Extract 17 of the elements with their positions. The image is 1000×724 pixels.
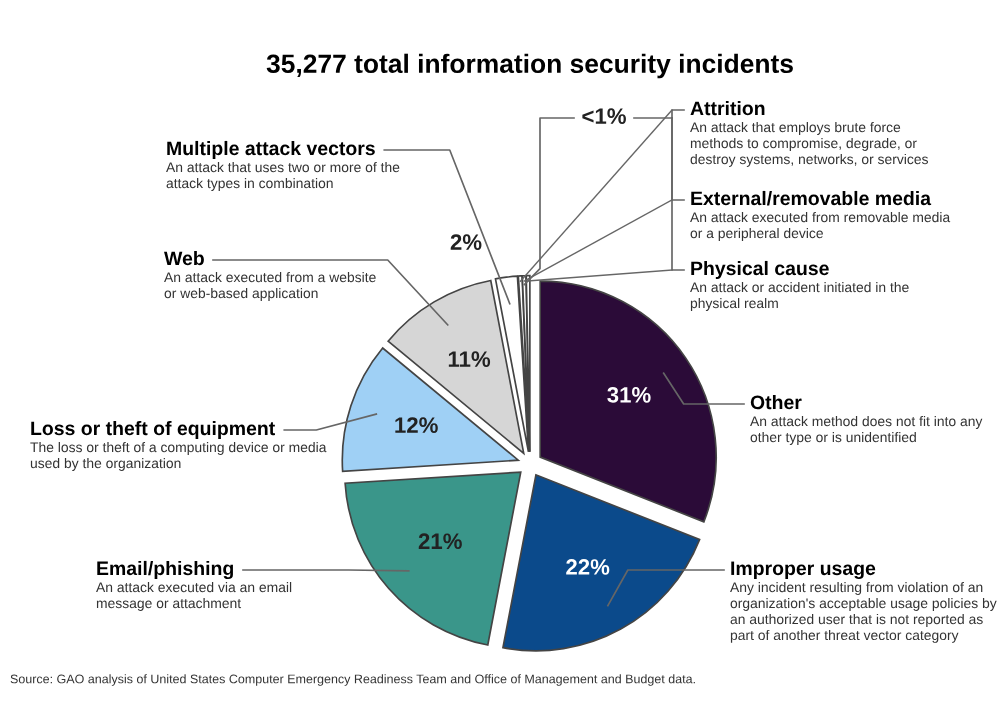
slice-label: Loss or theft of equipment [31, 420, 275, 440]
data-label: 12% [395, 417, 438, 433]
slice-label: External/removable media [691, 190, 932, 206]
slice-label: Multiple attack vectors [167, 140, 375, 160]
chart-title: 35,277 total information security incidents [266, 53, 793, 79]
slice-label: Email/phishing [97, 560, 233, 580]
slice-label: Physical cause [691, 260, 829, 280]
data-label: 2% [450, 234, 482, 250]
slice-label: Attrition [690, 100, 765, 116]
slice-label: Improper usage [731, 561, 876, 580]
slice-label: Other [750, 394, 802, 410]
data-label: 21% [418, 533, 462, 550]
data-label: 22% [566, 559, 610, 575]
data-label: 11% [448, 351, 491, 367]
data-label: 31% [607, 386, 651, 403]
slice-label: Web [164, 250, 204, 266]
data-label: <1% [582, 108, 626, 124]
